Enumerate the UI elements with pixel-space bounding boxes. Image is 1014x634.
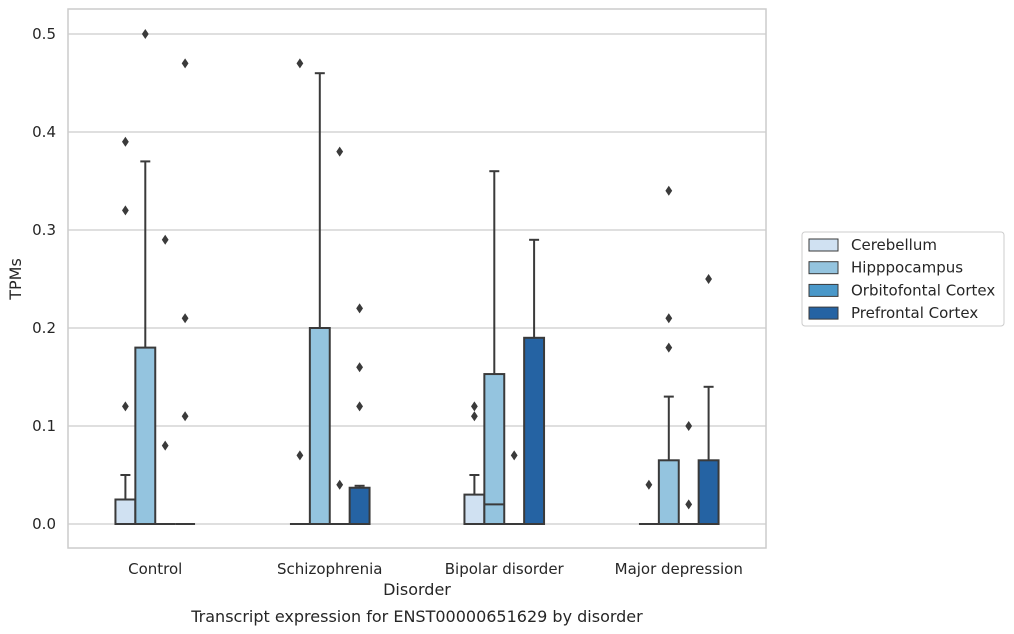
outlier-point [356,362,363,373]
y-tick-label: 0.2 [32,319,56,337]
box-2-0 [155,234,176,525]
outlier-point [296,450,304,461]
box-0-1 [289,58,310,525]
legend-swatch [808,261,839,275]
box-body [657,459,680,525]
box-body [348,486,371,525]
y-tick-label: 0.5 [32,25,56,43]
box-1-1 [308,72,331,525]
box-2-1 [329,146,350,525]
box-body [483,373,506,525]
y-tick-label: 0.1 [32,417,56,435]
chart-marks [114,29,720,526]
y-tick-label: 0.0 [32,515,56,533]
box-body [308,327,331,525]
box-2-3 [678,421,699,525]
box-2-2 [504,450,525,525]
outlier-point [161,234,169,245]
y-tick-label: 0.3 [32,221,56,239]
outlier-point [665,313,673,324]
legend-swatch [808,238,839,252]
outlier-point [161,440,169,451]
outlier-point [471,401,478,412]
box-0-2 [463,401,486,526]
legend-label: Cerebellum [851,236,937,254]
box-body [697,459,720,525]
outlier-point [685,499,693,510]
y-tick-label: 0.4 [32,123,56,141]
outlier-point [665,185,673,196]
outlier-point [471,411,478,422]
outlier-point [296,58,304,69]
box-body [463,493,486,526]
legend-label: Hipppocampus [851,259,963,277]
grid-lines [68,33,766,525]
x-tick-label: Schizophrenia [277,560,382,578]
box-3-1 [348,303,371,525]
outlier-point [181,411,189,422]
legend-swatch [808,283,839,297]
outlier-point [181,313,189,324]
box-body [134,346,157,525]
box-3-0 [175,58,196,525]
outlier-point [122,205,129,216]
outlier-point [122,401,129,412]
box-1-2 [483,170,506,525]
box-body [114,498,137,525]
box-3-3 [697,274,720,525]
outlier-point [645,479,653,490]
plot-frame [67,8,767,549]
y-tick-labels: 0.0 0.1 0.2 0.3 0.4 0.5 [32,25,56,533]
legend-label: Orbitofontal Cortex [851,281,995,299]
outlier-point [356,401,363,412]
outlier-point [181,58,189,69]
x-tick-label: Bipolar disorder [445,560,565,578]
x-tick-labels: Control Schizophrenia Bipolar disorder Majo… [128,560,743,578]
x-axis-label: Disorder [383,580,451,599]
box-body [523,336,546,525]
box-0-0 [114,136,137,525]
outlier-point [685,421,693,431]
chart-title: Transcript expression for ENST0000065162… [190,607,643,626]
x-tick-label: Major depression [615,560,743,578]
outlier-point [122,136,129,147]
outlier-point [510,450,518,461]
box-0-3 [638,479,659,525]
outlier-point [705,274,712,284]
legend-box [801,231,1005,327]
outlier-point [336,146,344,157]
outlier-point [356,303,363,314]
outlier-point [141,29,149,39]
box-1-0 [134,29,157,525]
box-1-3 [657,185,680,525]
y-axis-label: TPMs [6,258,25,301]
box-3-2 [523,238,546,525]
outlier-point [665,342,673,353]
outlier-point [336,479,344,490]
legend-swatch [808,306,839,320]
legend: Cerebellum Hipppocampus Orbitofontal Corte… [801,231,1005,327]
legend-label: Prefrontal Cortex [851,304,978,322]
x-tick-label: Control [128,560,182,578]
